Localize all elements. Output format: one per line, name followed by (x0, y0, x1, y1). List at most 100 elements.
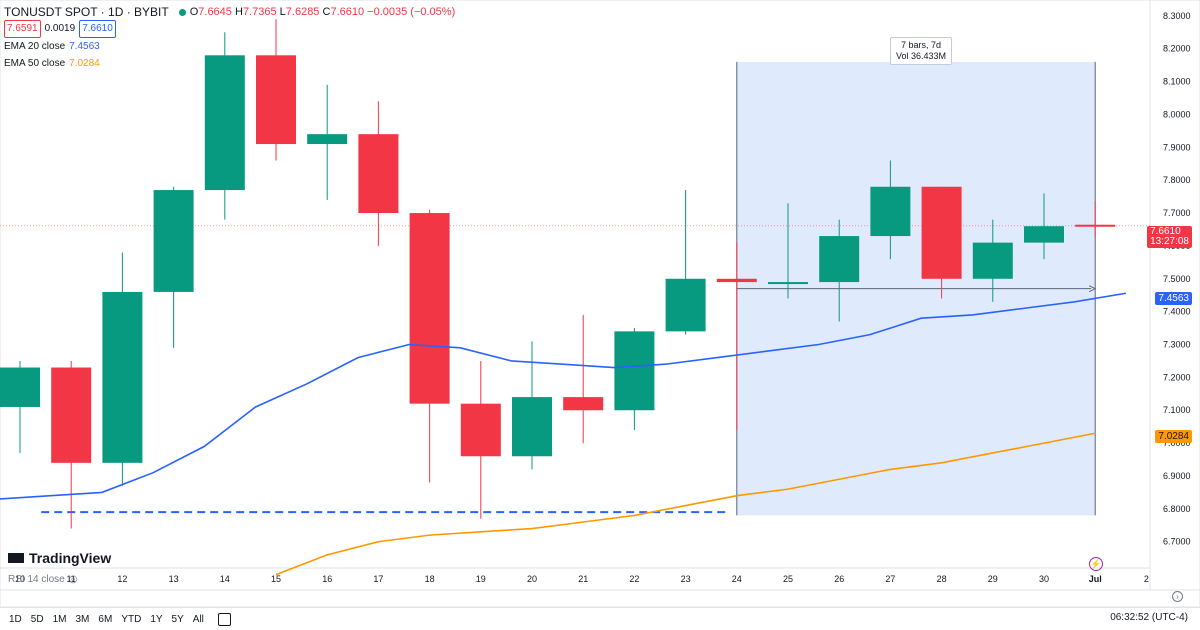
x-tick-15: 25 (783, 574, 793, 584)
market-open-indicator (178, 8, 186, 16)
clock-readout[interactable]: 06:32:52 (UTC-4) (1110, 612, 1188, 623)
range-all[interactable]: All (192, 613, 204, 625)
measure-bars: 7 bars, 7d (901, 40, 942, 50)
range-ytd[interactable]: YTD (121, 613, 142, 625)
candle-body-12 (102, 291, 143, 463)
candle-body-23 (665, 278, 706, 332)
ema20-price-tag: 7.4563 (1155, 292, 1192, 305)
x-tick-1: 11 (67, 574, 76, 584)
ema20-label[interactable]: EMA 20 close (4, 41, 66, 52)
chevron-right-icon[interactable]: › (1172, 591, 1183, 602)
eye-icon[interactable]: ◎ (68, 574, 78, 585)
bottom-toolbar: 1D 5D 1M 3M 6M YTD 1Y 5Y All 06:32:52 (U… (0, 607, 1200, 630)
y-tick-16: 6.7000 (1163, 537, 1191, 547)
ema20-line (0, 292, 1127, 500)
candle-body-19 (460, 403, 501, 457)
candle-body-22 (614, 331, 655, 411)
y-tick-2: 8.1000 (1163, 77, 1191, 87)
x-tick-16: 26 (834, 574, 844, 584)
range-1d[interactable]: 1D (9, 613, 22, 625)
candle-body-30 (1024, 226, 1064, 243)
x-tick-14: 24 (732, 574, 742, 584)
range-1y[interactable]: 1Y (150, 613, 163, 625)
range-6m[interactable]: 6M (98, 613, 113, 625)
ema50-value: 7.0284 (69, 58, 100, 69)
candle-body-26 (819, 236, 860, 283)
calendar-icon[interactable] (217, 612, 231, 626)
x-tick-6: 16 (322, 574, 332, 584)
candle-body-29 (972, 242, 1013, 279)
candle-body-18 (409, 213, 450, 404)
y-tick-8: 7.5000 (1163, 274, 1191, 284)
x-tick-4: 14 (220, 574, 230, 584)
ask-price[interactable]: 7.6610 (79, 20, 116, 38)
y-tick-9: 7.4000 (1163, 307, 1191, 317)
x-tick-3: 13 (169, 574, 179, 584)
candle-body-27 (870, 186, 911, 237)
candle-body-28 (921, 186, 962, 279)
x-tick-21: Jul (1089, 574, 1102, 584)
range-1m[interactable]: 1M (52, 613, 67, 625)
tradingview-logo[interactable]: TradingView (8, 550, 111, 566)
symbol-title[interactable]: TONUSDT SPOT · 1D · BYBIT (4, 5, 169, 19)
tradingview-icon (8, 553, 24, 563)
y-tick-6: 7.7000 (1163, 208, 1191, 218)
candle-body-15 (256, 55, 296, 145)
candle-body-17 (358, 134, 399, 214)
y-tick-5: 7.8000 (1163, 175, 1191, 185)
y-tick-15: 6.8000 (1163, 504, 1191, 514)
candle-body-20 (512, 397, 552, 457)
y-tick-10: 7.3000 (1163, 340, 1191, 350)
y-tick-4: 7.9000 (1163, 142, 1191, 152)
candle-body-21 (563, 397, 604, 411)
range-5y[interactable]: 5Y (171, 613, 184, 625)
y-tick-13: 7.0000 (1163, 438, 1191, 448)
y-tick-11: 7.2000 (1163, 372, 1191, 382)
price-chart[interactable]: 8.3000 8.2000 8.1000 8.0000 7.9000 7.8000 7.70… (0, 0, 1200, 607)
last-price-tag: 7.6610 13:27:08 (1147, 226, 1192, 248)
ema50-price-tag: 7.0284 (1155, 430, 1192, 443)
x-tick-20: 30 (1039, 574, 1049, 584)
measure-volume: Vol 36.433M (896, 51, 947, 61)
x-tick-12: 22 (629, 574, 639, 584)
range-5d[interactable]: 5D (30, 613, 44, 625)
y-tick-12: 7.1000 (1163, 405, 1191, 415)
x-tick-0: 10 (15, 574, 25, 584)
y-tick-0: 8.3000 (1163, 11, 1191, 21)
range-3m[interactable]: 3M (75, 613, 90, 625)
x-tick-17: 27 (885, 574, 895, 584)
candle-body-14 (204, 55, 245, 191)
y-tick-1: 8.2000 (1163, 44, 1191, 54)
ohlc-readout: O7.6645 H7.7365 L7.6285 C7.6610 −0.0035 … (189, 6, 456, 18)
bid-price[interactable]: 7.6591 (4, 20, 41, 38)
x-tick-18: 28 (937, 574, 947, 584)
x-tick-2: 12 (117, 574, 127, 584)
x-tick-8: 18 (425, 574, 435, 584)
candle-body-10 (0, 367, 40, 407)
candle-body-25 (768, 282, 808, 285)
candle-body-16 (307, 134, 348, 145)
candle-body-24 (716, 278, 757, 283)
candle-body-11 (51, 367, 92, 463)
rsi-pane-label[interactable]: RSI 14 close ◎ (8, 574, 78, 585)
x-tick-7: 17 (373, 574, 383, 584)
chart-legend: TONUSDT SPOT · 1D · BYBIT O7.6645 H7.736… (4, 4, 455, 72)
y-tick-14: 6.9000 (1163, 471, 1191, 481)
candle-body-13 (153, 190, 194, 292)
x-tick-22: 2 (1144, 574, 1149, 584)
ema20-value: 7.4563 (69, 41, 100, 52)
measure-arrow-head (1088, 285, 1097, 293)
bar-countdown: 13:27:08 (1150, 236, 1189, 247)
x-tick-5: 15 (271, 574, 281, 584)
x-tick-11: 21 (578, 574, 588, 584)
candle-body-Jul (1075, 224, 1116, 227)
x-tick-19: 29 (988, 574, 998, 584)
ema50-label[interactable]: EMA 50 close (4, 58, 66, 69)
x-tick-13: 23 (681, 574, 691, 584)
x-tick-10: 20 (527, 574, 537, 584)
y-tick-3: 8.0000 (1163, 109, 1191, 119)
ema50-line (275, 432, 1096, 576)
spread-value: 0.0019 (44, 23, 76, 34)
lightning-icon[interactable]: ⚡ (1089, 557, 1103, 571)
x-tick-9: 19 (476, 574, 486, 584)
